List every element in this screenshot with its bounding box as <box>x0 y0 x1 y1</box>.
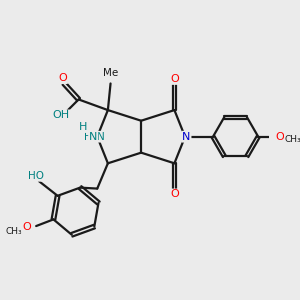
Text: O: O <box>275 132 284 142</box>
Text: O: O <box>58 73 67 83</box>
Text: N: N <box>182 132 190 142</box>
Text: H: H <box>78 122 87 132</box>
Text: CH₃: CH₃ <box>284 135 300 144</box>
Text: O: O <box>170 74 179 84</box>
Text: HO: HO <box>28 171 44 181</box>
Text: N: N <box>89 132 98 142</box>
Text: O: O <box>170 189 179 200</box>
Text: CH₃: CH₃ <box>5 227 22 236</box>
Text: Me: Me <box>103 68 118 78</box>
Text: O: O <box>22 222 31 233</box>
Text: OH: OH <box>53 110 70 120</box>
Text: H–N: H–N <box>84 132 104 142</box>
